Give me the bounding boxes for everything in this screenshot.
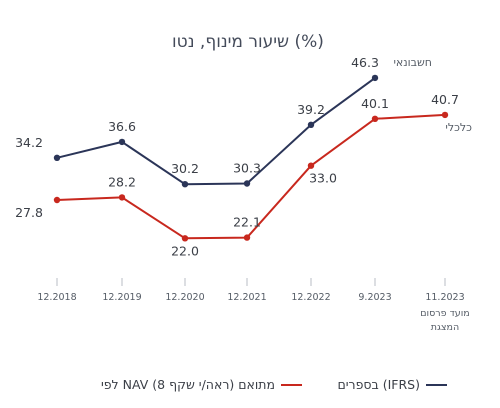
data-point-ifrs-12.2020 xyxy=(181,181,189,188)
legend: בספרים (IFRS) לפי NAV מתואם (ראה/י שקף 8… xyxy=(101,377,447,392)
data-label-nav-9.2023: 40.1 xyxy=(361,96,389,111)
tick-label-12.2019: 12.2019 xyxy=(102,292,141,303)
data-point-ifrs-12.2019 xyxy=(118,138,126,146)
data-point-nav-11.2023 xyxy=(441,111,449,119)
data-point-nav-12.2019 xyxy=(118,194,126,201)
legend-label-ifrs: בספרים (IFRS) xyxy=(337,377,420,392)
data-label-ifrs-9.2023: 46.3 xyxy=(351,55,379,70)
data-label-ifrs-12.2021: 30.3 xyxy=(233,161,261,176)
series-label-economic: כלכלי xyxy=(445,121,472,134)
legend-label-nav: לפי NAV מתואם (ראה/י שקף 8) xyxy=(101,377,275,392)
data-label-ifrs-12.2019: 36.6 xyxy=(108,119,136,134)
data-point-nav-12.2022 xyxy=(307,162,315,169)
x-axis-ticks: 12.2018 12.2019 12.2020 12.2021 12.2022 9.202… xyxy=(37,278,470,333)
data-point-nav-12.2021 xyxy=(243,234,251,241)
data-label-nav-12.2021: 22.1 xyxy=(233,215,261,230)
data-label-nav-11.2023: 40.7 xyxy=(431,92,459,107)
data-labels: 34.2 36.6 30.2 30.3 39.2 46.3 27.8 28.2 22.0 22.1… xyxy=(15,55,459,258)
data-point-nav-12.2020 xyxy=(181,235,189,242)
series-layer xyxy=(53,74,449,242)
data-point-ifrs-9.2023 xyxy=(371,74,379,82)
tick-label-12.2022: 12.2022 xyxy=(291,292,330,303)
data-point-ifrs-12.2018 xyxy=(53,154,61,161)
data-point-nav-12.2018 xyxy=(53,196,61,204)
data-label-nav-12.2022: 33.0 xyxy=(309,171,337,186)
legend-item-ifrs: בספרים (IFRS) xyxy=(337,377,447,392)
legend-item-nav: לפי NAV מתואם (ראה/י שקף 8) xyxy=(101,377,302,392)
data-label-ifrs-12.2018: 34.2 xyxy=(15,135,43,150)
data-label-nav-12.2018: 27.8 xyxy=(15,205,43,220)
chart-title: שיעור מינוף, נטו (%) xyxy=(172,32,324,52)
data-label-ifrs-12.2022: 39.2 xyxy=(297,102,325,117)
tick-label-12.2021: 12.2021 xyxy=(227,292,266,303)
series-line-ifrs xyxy=(56,77,376,186)
data-label-nav-12.2019: 28.2 xyxy=(108,174,136,189)
data-point-ifrs-12.2021 xyxy=(243,180,251,187)
data-point-ifrs-12.2022 xyxy=(307,121,315,128)
series-label-accounting: חשבונאי xyxy=(393,56,432,69)
data-label-ifrs-12.2020: 30.2 xyxy=(171,161,199,176)
tick-label-11.2023: 11.2023 xyxy=(425,292,464,303)
tick-label-12.2020: 12.2020 xyxy=(165,292,204,303)
tick-label-12.2018: 12.2018 xyxy=(37,292,76,303)
tick-label-9.2023: 9.2023 xyxy=(358,292,391,303)
tick-sublabel-11.2023-1: המצגת xyxy=(431,322,459,333)
tick-sublabel-11.2023-0: מועד פרסום xyxy=(420,308,470,319)
data-label-nav-12.2020: 22.0 xyxy=(171,243,199,258)
data-point-nav-9.2023 xyxy=(371,115,379,123)
